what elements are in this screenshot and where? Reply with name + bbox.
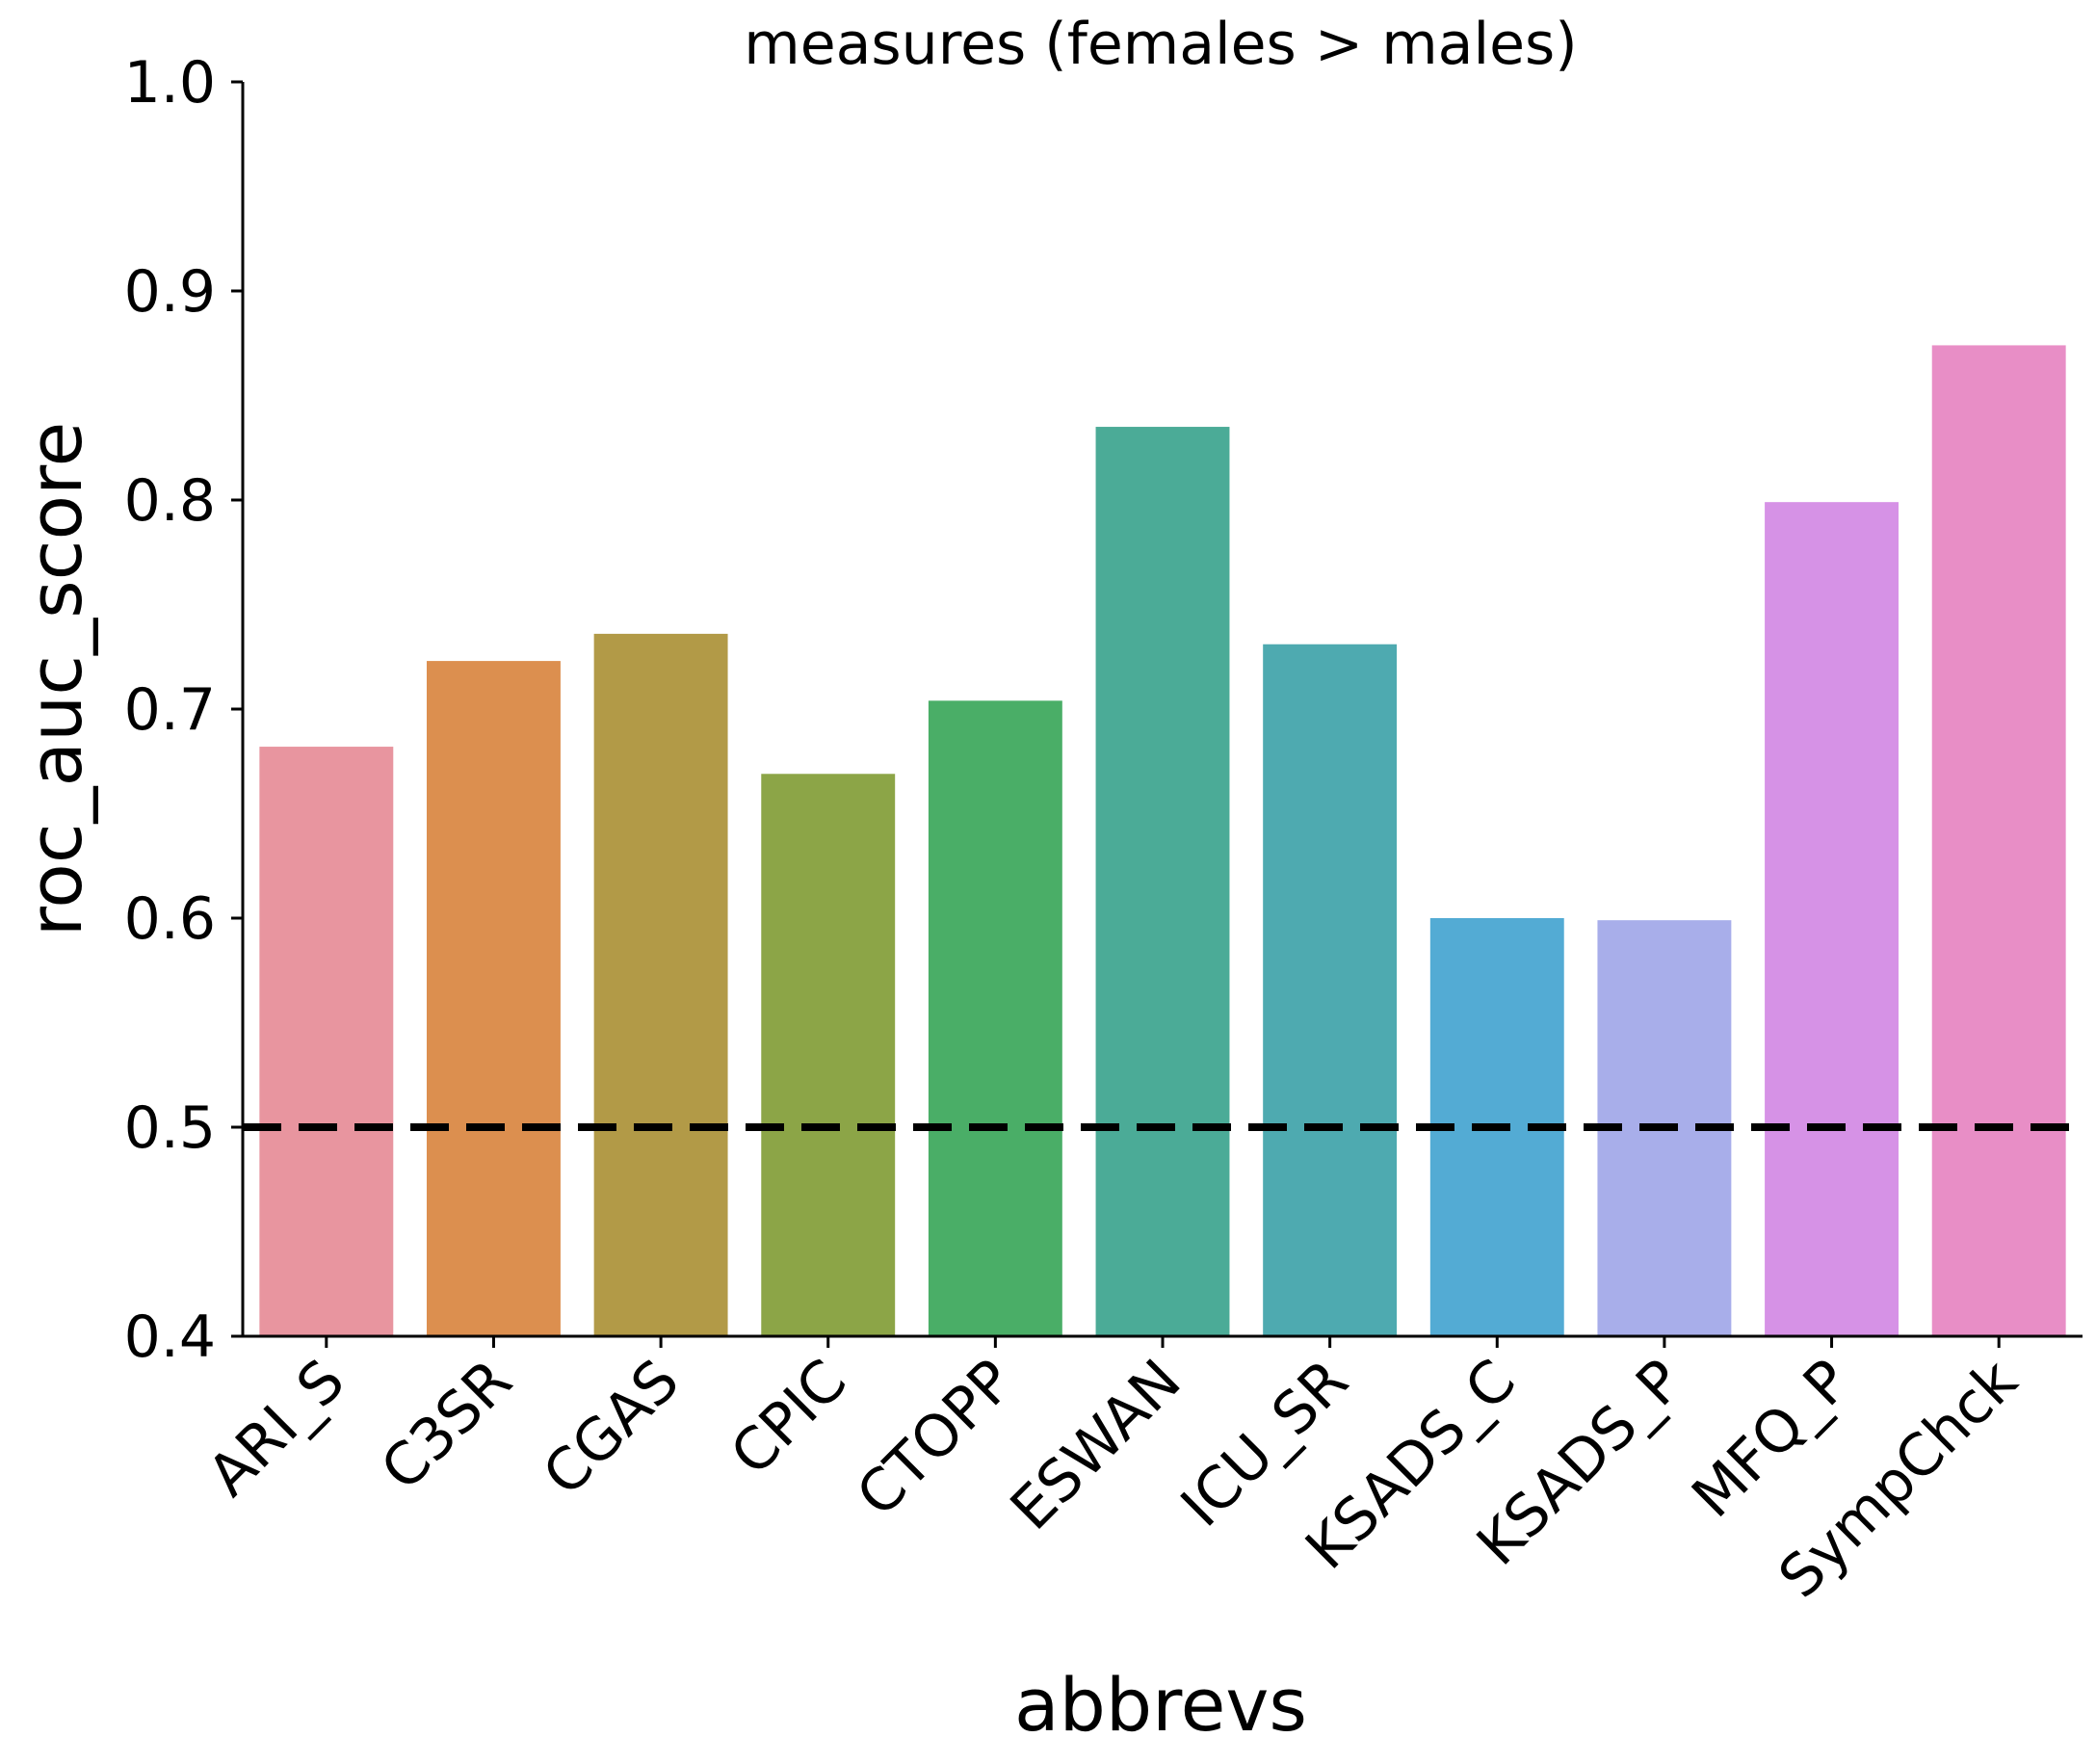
bar-mfq-p	[1765, 502, 1899, 1336]
bar-ctopp	[928, 700, 1062, 1336]
x-tick-label: ESWAN	[998, 1347, 1194, 1543]
bar-sympchck	[1931, 345, 2066, 1336]
x-tick-label: C3SR	[369, 1347, 526, 1504]
y-tick-label: 0.8	[124, 467, 216, 535]
chart-title: measures (females > males)	[744, 11, 1577, 78]
x-tick-label: CPIC	[718, 1347, 859, 1488]
x-ticks-layer: ARI_S C3SR CGAS CPICCTOPPESWANICU_SRKSADS_C…	[196, 1336, 2030, 1611]
bar-cgas	[593, 633, 728, 1336]
bar-cpic	[761, 774, 896, 1336]
y-tick-label: 0.7	[124, 676, 216, 744]
bars-layer	[259, 345, 2066, 1336]
bar-c3sr	[427, 661, 561, 1336]
y-tick-label: 0.6	[124, 885, 216, 953]
y-tick-label: 0.5	[124, 1094, 216, 1162]
y-tick-label: 0.9	[124, 258, 216, 326]
x-tick-label: CTOPP	[844, 1347, 1027, 1530]
x-tick-label: ARI_S	[196, 1347, 358, 1510]
x-axis-label: abbrevs	[1014, 1662, 1307, 1748]
x-tick-label: CGAS	[531, 1347, 693, 1509]
bar-icu-sr	[1263, 644, 1398, 1336]
y-axis-label: roc_auc_score	[13, 422, 98, 937]
bar-ari-s	[259, 747, 394, 1336]
y-tick-label: 0.4	[124, 1303, 216, 1371]
y-tick-label: 1.0	[124, 49, 216, 117]
bar-eswan	[1095, 427, 1230, 1336]
y-ticks-layer: 0.4 0.5 0.6 0.7 0.8 0.9 1.0	[124, 49, 243, 1371]
